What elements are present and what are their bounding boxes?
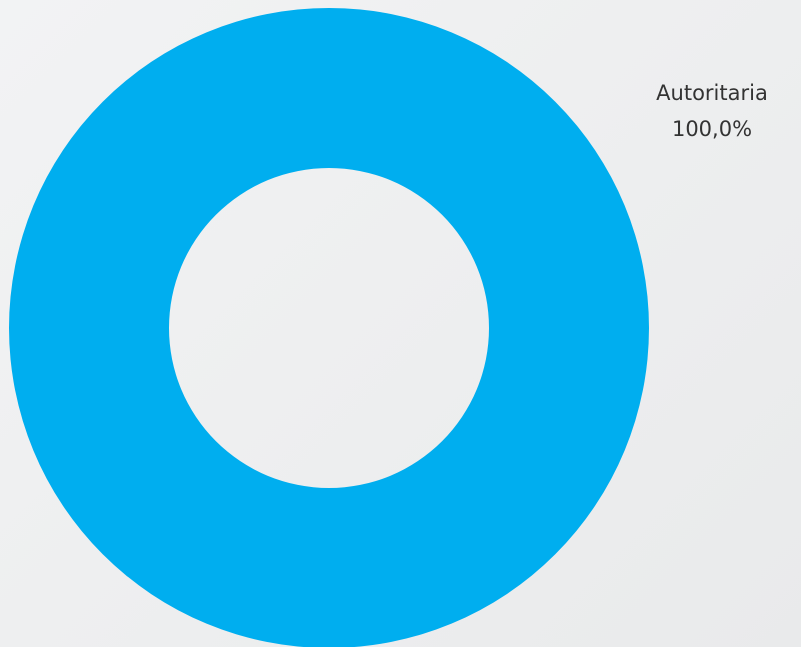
donut-data-labels: Autoritaria 100,0% [656,81,768,141]
slice-label-name: Autoritaria [656,81,768,105]
slice-label-value: 100,0% [672,117,752,141]
donut-slice-0 [9,8,649,647]
donut-slices [9,8,649,647]
